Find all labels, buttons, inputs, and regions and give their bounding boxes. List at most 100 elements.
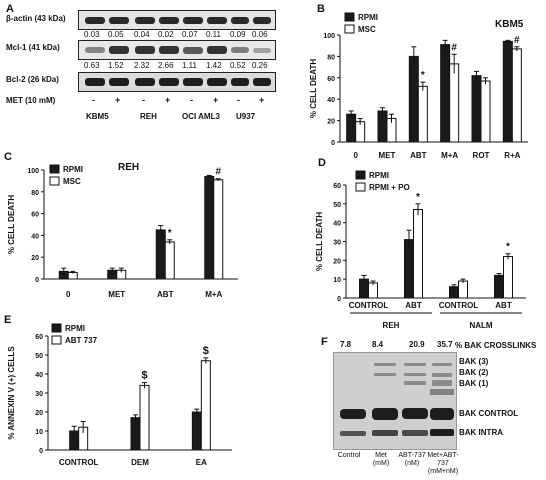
crosslink-percent: 8.4	[372, 340, 384, 349]
treatment-label: MET (10 mM)	[6, 96, 56, 105]
mcl1-value: 1.42	[206, 61, 222, 70]
bak-band-label: BAK (1)	[459, 379, 489, 388]
y-tick-label: 0	[331, 140, 335, 147]
y-tick-label: 80	[327, 54, 335, 61]
bar	[511, 48, 522, 143]
x-tick-label: EA	[196, 458, 207, 467]
blot-row-label-actin: β-actin (43 kDa)	[6, 14, 66, 23]
actin-value: 0.05	[108, 30, 124, 39]
x-tick-label: ABT	[405, 301, 422, 310]
treatment-sign: -	[190, 95, 193, 105]
bar	[449, 63, 460, 143]
x-tick-label: MET	[108, 290, 125, 299]
crosslink-percent: 35.7	[437, 340, 453, 349]
x-tick-label: ABT	[157, 290, 174, 299]
cell-line-labels: KBM5 REH OCI AML3 U937	[78, 112, 274, 124]
bar	[480, 80, 491, 143]
y-tick-label: 100	[27, 168, 39, 175]
y-tick-label: 0	[35, 277, 39, 284]
x-tick-label: CONTROL	[59, 458, 99, 467]
bar	[471, 75, 482, 143]
crosslink-percent: 20.9	[409, 340, 425, 349]
bar	[164, 241, 175, 280]
bar	[213, 179, 224, 280]
actin-value: 0.09	[230, 30, 246, 39]
bar	[408, 55, 419, 143]
blot-bcl2	[78, 72, 276, 92]
y-tick-label: 0	[337, 296, 341, 303]
significance-mark: #	[451, 42, 457, 53]
chart-title: REH	[118, 162, 139, 173]
x-tick-label: ABT	[410, 151, 427, 160]
bar	[346, 113, 357, 143]
legend-label: MSC	[63, 177, 81, 186]
cell-line-label: U937	[236, 112, 256, 121]
significance-mark: $	[203, 345, 209, 357]
y-tick-label: 40	[31, 233, 39, 240]
x-tick-label: DEM	[131, 458, 149, 467]
chart-title: KBM5	[495, 19, 524, 30]
mcl1-value: 0.52	[230, 61, 246, 70]
x-tick-label: ABT	[495, 301, 512, 310]
bak-band-label: BAK (3)	[459, 357, 489, 366]
y-tick-label: 30	[35, 391, 43, 398]
mcl1-value: 1.11	[182, 61, 197, 70]
legend-swatch	[49, 176, 60, 186]
bak-lane-label: ABT-737 (nM)	[398, 452, 426, 467]
treatment-signs: - + - + - + - +	[78, 95, 274, 107]
blot-actin	[78, 10, 276, 30]
panel-label: B	[317, 3, 325, 15]
x-tick-label: CONTROL	[349, 301, 389, 310]
y-tick-label: 20	[327, 119, 335, 126]
y-tick-label: 50	[333, 202, 341, 209]
legend-label: RPMI	[369, 171, 389, 180]
cell-line-label: KBM5	[86, 112, 109, 121]
legend-swatch	[344, 24, 355, 34]
actin-value: 0.06	[252, 30, 268, 39]
bak-band-label: BAK INTRA	[459, 428, 503, 437]
legend-label: RPMI + PO	[369, 183, 410, 192]
bak-lane-label: Met+ABT- 737 (mM+nM)	[427, 452, 459, 475]
bak-crosslinks-title: % BAK CROSSLINKS	[455, 341, 537, 350]
y-tick-label: 60	[333, 183, 341, 190]
actin-value: 0.02	[158, 30, 174, 39]
blot-row-label-bcl2: Bcl-2 (26 kDa)	[6, 75, 59, 84]
y-axis-label: % ANNEXIN V (+) CELLS	[7, 346, 16, 440]
y-tick-label: 40	[333, 221, 341, 228]
bak-lane-labels: Control Met (mM) ABT-737 (nM) Met+ABT- 7…	[333, 452, 459, 480]
panel-label: D	[318, 157, 326, 169]
bar	[368, 282, 378, 299]
bar	[377, 110, 388, 143]
panel-f-label: F	[321, 336, 328, 348]
x-tick-label: M+A	[205, 290, 222, 299]
y-tick-label: 80	[31, 190, 39, 197]
bar	[503, 256, 513, 299]
x-tick-label: MET	[379, 151, 396, 160]
bar	[458, 280, 468, 299]
bar	[130, 417, 141, 451]
bar	[155, 229, 166, 280]
y-tick-label: 40	[327, 97, 335, 104]
panel-label: C	[4, 151, 12, 163]
significance-mark: #	[215, 167, 221, 178]
significance-mark: *	[168, 228, 172, 239]
y-tick-label: 50	[35, 353, 43, 360]
y-tick-label: 30	[333, 240, 341, 247]
bar	[139, 384, 150, 451]
mcl1-value: 2.66	[158, 61, 174, 70]
bar	[191, 411, 202, 451]
x-tick-label: R+A	[504, 151, 520, 160]
mcl1-value: 1.52	[108, 61, 124, 70]
significance-mark: *	[506, 242, 510, 253]
mcl1-value: 0.63	[84, 61, 100, 70]
y-axis-label: % CELL DEATH	[315, 212, 324, 271]
treatment-sign: -	[142, 95, 145, 105]
bar	[502, 40, 513, 143]
legend-label: RPMI	[63, 165, 83, 174]
treatment-sign: -	[237, 95, 240, 105]
chart-c: C 0 20 40 60 80 100 % CELL DEATH REH 0 MET ABT M+A * #…	[4, 151, 238, 299]
mcl1-value: 2.32	[134, 61, 150, 70]
bak-band-label: BAK CONTROL	[459, 409, 519, 418]
bar	[494, 274, 504, 299]
legend-swatch	[51, 323, 62, 333]
